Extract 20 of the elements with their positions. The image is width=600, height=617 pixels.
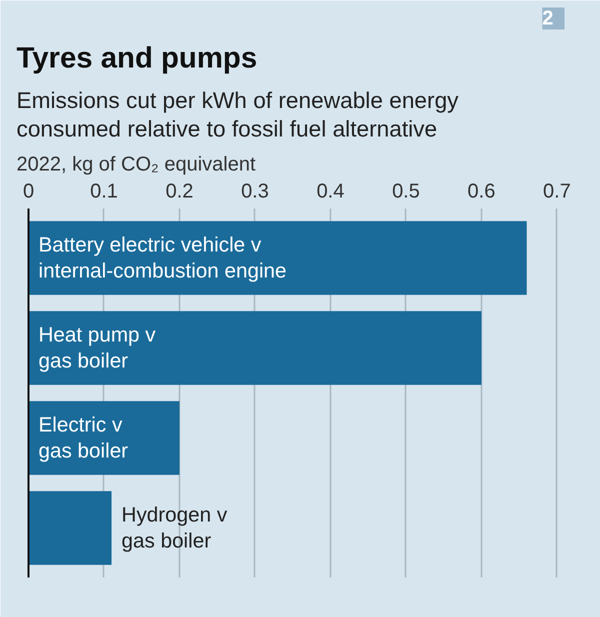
chart-subtitle: Emissions cut per kWh of renewable energy consumed relative to fossil fuel alternative: [16, 86, 460, 142]
x-tick-label: 0.7: [543, 180, 571, 202]
x-axis-title: 2022, kg of CO₂ equivalent: [16, 154, 256, 176]
y-tick-label: Electric v gas boiler: [38, 413, 128, 463]
x-tick-label: 0.6: [468, 180, 496, 202]
text: 2: [542, 8, 554, 30]
x-tick-label: 0.4: [316, 180, 344, 202]
x-tick-label: 0.2: [166, 180, 194, 202]
y-tick-label: Heat pump v gas boiler: [38, 323, 156, 373]
bar: [28, 401, 180, 475]
bar: [28, 221, 527, 295]
x-tick-label: 0: [22, 180, 34, 202]
x-tick-label: 0.1: [90, 180, 118, 202]
x-tick-label: 0.3: [241, 180, 269, 202]
y-tick-label: Hydrogen v gas boiler: [122, 503, 228, 553]
y-tick-label: Battery electric vehicle v internal-combustion engine: [38, 233, 287, 283]
bar: [28, 311, 482, 385]
bar: [28, 491, 112, 565]
x-tick-label: 0.5: [392, 180, 420, 202]
chart-title: Tyres and pumps: [16, 42, 258, 74]
